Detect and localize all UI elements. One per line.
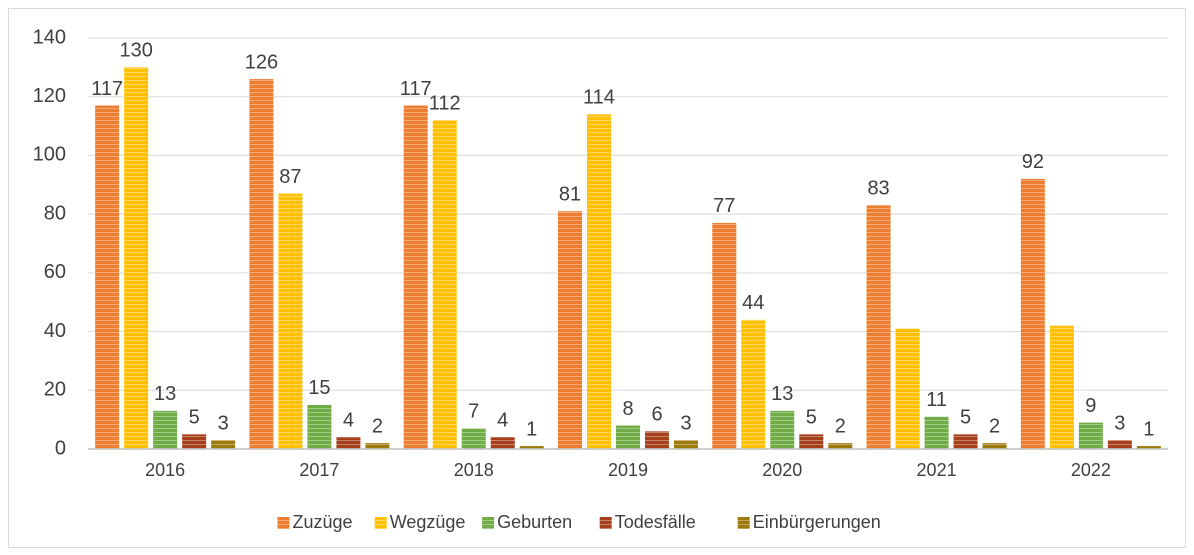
bar	[712, 222, 737, 449]
bar	[1049, 325, 1074, 449]
bar	[307, 404, 332, 449]
data-label: 4	[343, 410, 354, 432]
bar	[645, 431, 669, 449]
data-label: 130	[119, 40, 152, 62]
y-tick-label: 20	[44, 379, 66, 401]
bar	[1107, 440, 1132, 449]
data-label: 83	[867, 178, 889, 200]
legend-label: Einbürgerungen	[753, 512, 881, 532]
data-label: 117	[400, 78, 432, 100]
data-label: 13	[154, 383, 176, 405]
bar	[770, 410, 795, 449]
bar	[124, 67, 149, 449]
data-label: 114	[583, 87, 615, 109]
y-tick-label: 40	[44, 320, 66, 342]
data-label: 44	[742, 292, 764, 314]
bar	[674, 440, 698, 449]
x-tick-label: 2019	[608, 460, 648, 480]
data-label: 5	[806, 407, 817, 429]
legend-swatch	[277, 517, 290, 529]
bar	[182, 434, 207, 449]
bar	[519, 446, 544, 449]
bar	[211, 440, 236, 449]
data-label: 77	[713, 195, 735, 217]
data-label: 13	[771, 383, 793, 405]
data-label: 11	[926, 389, 947, 411]
bar	[432, 120, 457, 449]
bar	[558, 211, 582, 449]
data-label: 5	[960, 407, 971, 429]
x-tick-label: 2021	[917, 460, 957, 480]
legend-swatch	[374, 517, 387, 529]
y-tick-label: 100	[33, 144, 66, 166]
bar	[828, 443, 853, 449]
data-label: 92	[1022, 151, 1044, 173]
bar	[741, 319, 766, 449]
y-tick-label: 0	[55, 437, 66, 459]
x-tick-label: 2022	[1071, 460, 1111, 480]
legend-swatch	[737, 517, 750, 529]
bar	[95, 105, 120, 450]
data-label: 5	[189, 407, 200, 429]
data-label: 4	[497, 410, 508, 432]
bar	[616, 425, 640, 449]
data-label: 112	[429, 92, 461, 114]
legend-label: Geburten	[497, 512, 572, 532]
data-label: 7	[468, 401, 479, 423]
x-tick-label: 2018	[454, 460, 494, 480]
bar	[982, 443, 1007, 449]
bar	[153, 410, 178, 449]
bar	[866, 205, 891, 449]
bar	[587, 114, 611, 449]
data-label: 9	[1085, 395, 1096, 417]
bar	[249, 79, 274, 449]
bar	[895, 328, 920, 449]
bar	[403, 105, 428, 450]
legend-label: Wegzüge	[390, 512, 466, 532]
data-label: 1	[1143, 418, 1154, 440]
y-tick-label: 140	[33, 26, 66, 48]
bar	[1078, 422, 1103, 449]
data-label: 6	[651, 404, 662, 426]
data-label: 1	[526, 418, 537, 440]
data-label: 2	[372, 415, 383, 437]
bar	[1020, 178, 1045, 449]
data-label: 8	[622, 398, 633, 420]
data-label: 2	[989, 415, 1000, 437]
data-label: 81	[559, 183, 581, 205]
legend-label: Zuzüge	[293, 512, 353, 532]
data-label: 3	[680, 412, 691, 434]
bar	[278, 193, 303, 449]
bar	[924, 416, 949, 449]
data-label: 126	[245, 51, 278, 73]
data-label: 15	[308, 377, 330, 399]
data-label: 3	[1114, 412, 1125, 434]
legend-swatch	[599, 517, 612, 529]
bar	[336, 437, 361, 449]
y-tick-label: 120	[33, 85, 66, 107]
x-tick-label: 2016	[145, 460, 185, 480]
data-label: 117	[91, 78, 123, 100]
bar	[461, 428, 486, 449]
bar	[365, 443, 390, 449]
x-tick-label: 2017	[299, 460, 339, 480]
data-label: 2	[835, 415, 846, 437]
legend-label: Todesfälle	[615, 512, 696, 532]
legend-swatch	[482, 517, 495, 529]
bar	[799, 434, 824, 449]
bar	[1136, 446, 1161, 449]
y-tick-label: 80	[44, 202, 66, 224]
bar	[490, 437, 515, 449]
y-tick-label: 60	[44, 261, 66, 283]
x-tick-label: 2020	[762, 460, 802, 480]
data-label: 3	[218, 412, 229, 434]
bar	[953, 434, 978, 449]
data-label: 87	[279, 166, 301, 188]
